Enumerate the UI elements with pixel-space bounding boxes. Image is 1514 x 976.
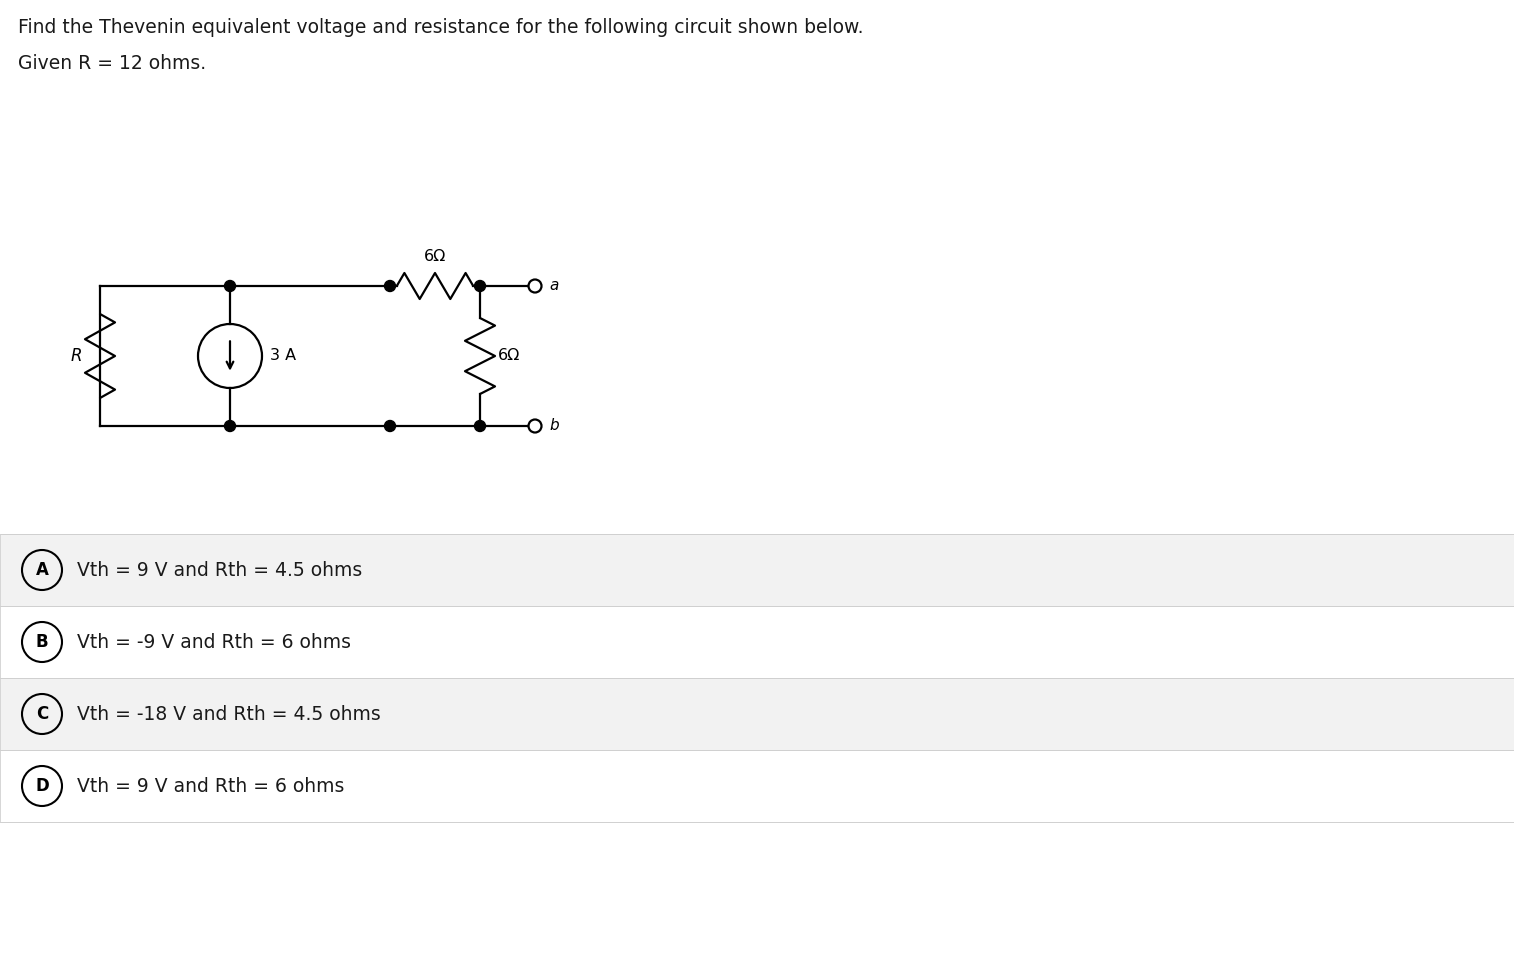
Text: B: B: [36, 633, 48, 651]
FancyBboxPatch shape: [0, 606, 1514, 678]
FancyBboxPatch shape: [0, 534, 1514, 606]
Text: a: a: [550, 278, 559, 294]
Text: Vth = 9 V and Rth = 6 ohms: Vth = 9 V and Rth = 6 ohms: [77, 777, 344, 795]
Text: 6Ω: 6Ω: [498, 348, 521, 363]
Text: Vth = -9 V and Rth = 6 ohms: Vth = -9 V and Rth = 6 ohms: [77, 632, 351, 652]
Circle shape: [385, 280, 395, 292]
Circle shape: [385, 421, 395, 431]
Text: C: C: [36, 705, 48, 723]
FancyBboxPatch shape: [0, 750, 1514, 822]
Text: A: A: [35, 561, 48, 579]
Text: Find the Thevenin equivalent voltage and resistance for the following circuit sh: Find the Thevenin equivalent voltage and…: [18, 18, 863, 37]
Text: Vth = -18 V and Rth = 4.5 ohms: Vth = -18 V and Rth = 4.5 ohms: [77, 705, 380, 723]
Text: 3 A: 3 A: [269, 348, 297, 363]
Circle shape: [224, 421, 236, 431]
Circle shape: [474, 421, 486, 431]
FancyBboxPatch shape: [0, 678, 1514, 750]
Text: Given R = 12 ohms.: Given R = 12 ohms.: [18, 54, 206, 73]
Text: Vth = 9 V and Rth = 4.5 ohms: Vth = 9 V and Rth = 4.5 ohms: [77, 560, 362, 580]
Text: 6Ω: 6Ω: [424, 249, 447, 264]
Text: b: b: [550, 419, 559, 433]
Text: D: D: [35, 777, 48, 795]
Circle shape: [474, 280, 486, 292]
Circle shape: [224, 280, 236, 292]
Text: R: R: [71, 347, 82, 365]
